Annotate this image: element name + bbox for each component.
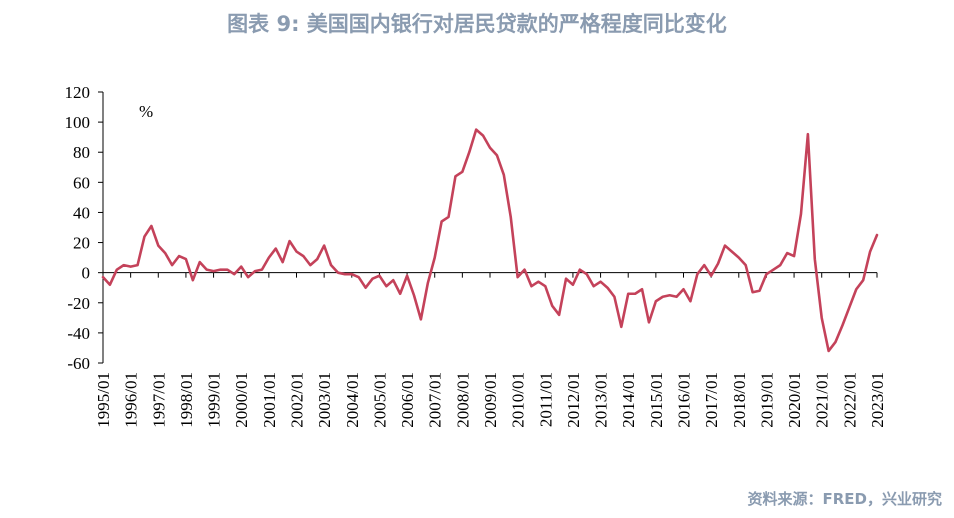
x-tick-label: 2008/01 xyxy=(453,372,472,428)
x-tick-label: 2004/01 xyxy=(343,372,362,428)
x-tick-label: 2012/01 xyxy=(564,372,583,428)
x-tick-label: 2021/01 xyxy=(813,372,832,428)
x-tick-label: 2015/01 xyxy=(647,372,666,428)
x-tick-label: 2014/01 xyxy=(619,372,638,428)
y-tick-label: 60 xyxy=(73,173,90,192)
x-tick-label: 2007/01 xyxy=(426,372,445,428)
y-tick-label: 80 xyxy=(73,143,90,162)
x-tick-label: 1996/01 xyxy=(122,372,141,428)
x-tick-label: 2005/01 xyxy=(370,372,389,428)
chart-title: 图表 9: 美国国内银行对居民贷款的严格程度同比变化 xyxy=(227,12,727,36)
x-tick-label: 2018/01 xyxy=(730,372,749,428)
y-tick-label: 120 xyxy=(65,83,91,102)
y-tick-label: -60 xyxy=(67,354,90,373)
x-tick-label: 1995/01 xyxy=(94,372,113,428)
y-tick-label: -40 xyxy=(67,324,90,343)
x-tick-label: 2023/01 xyxy=(868,372,887,428)
y-tick-label: 40 xyxy=(73,203,90,222)
x-tick-label: 2017/01 xyxy=(702,372,721,428)
x-tick-label: 2013/01 xyxy=(592,372,611,428)
x-tick-label: 2006/01 xyxy=(398,372,417,428)
x-tick-label: 1999/01 xyxy=(205,372,224,428)
source-note: 资料来源：FRED，兴业研究 xyxy=(747,490,943,508)
x-tick-label: 2022/01 xyxy=(840,372,859,428)
x-tick-label: 2000/01 xyxy=(232,372,251,428)
y-tick-label: 0 xyxy=(82,264,91,283)
x-tick-label: 2019/01 xyxy=(757,372,776,428)
series-line xyxy=(101,128,879,353)
x-tick-label: 2001/01 xyxy=(260,372,279,428)
x-tick-label: 2011/01 xyxy=(536,372,555,427)
x-tick-label: 2010/01 xyxy=(509,372,528,428)
unit-label: % xyxy=(139,102,153,121)
y-tick-label: 100 xyxy=(65,113,91,132)
y-tick-label: 20 xyxy=(73,234,90,253)
x-tick-label: 1997/01 xyxy=(149,372,168,428)
x-tick-label: 2009/01 xyxy=(481,372,500,428)
x-tick-label: 2020/01 xyxy=(785,372,804,428)
x-tick-label: 1998/01 xyxy=(177,372,196,428)
y-tick-label: -20 xyxy=(67,294,90,313)
x-tick-label: 2016/01 xyxy=(675,372,694,428)
x-tick-label: 2003/01 xyxy=(315,372,334,428)
x-tick-label: 2002/01 xyxy=(288,372,307,428)
